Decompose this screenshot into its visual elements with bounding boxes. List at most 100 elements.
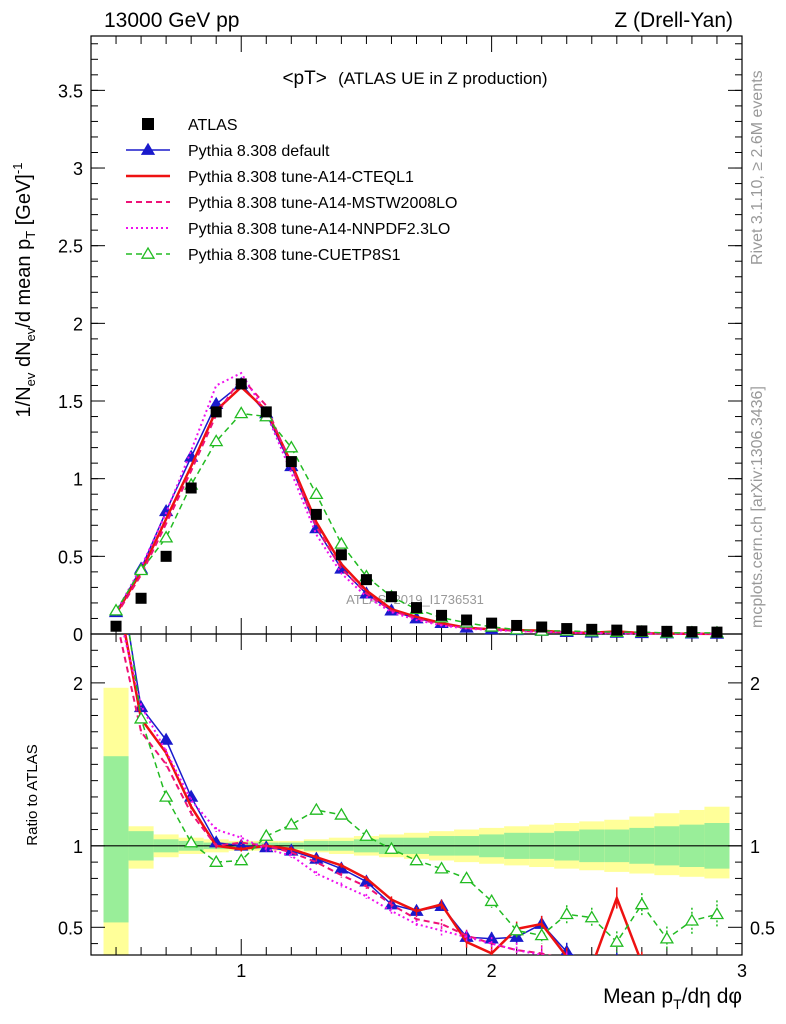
atlas-data-point [436,609,448,621]
atlas-data-point [661,625,673,637]
side-label-mcplots: mcplots.cern.ch [arXiv:1306.3436] [749,386,766,628]
legend: ATLAS Pythia 8.308 default Pythia 8.308 tu… [126,117,457,264]
main-ytick-label: 0 [73,625,83,645]
legend-marker-atlas [142,118,154,130]
y-label-sup: -1 [10,163,25,175]
y-label-sub-3: T [23,231,38,239]
ratio-lines [110,530,725,980]
atlas-data-point [486,617,498,629]
y-label-unit: [GeV] [13,174,35,231]
ratio-point-pythia-8-308-tune-cuetp8s1 [484,893,499,907]
ratio-point-pythia-8-308-tune-cuetp8s1 [184,835,199,848]
atlas-data-point [611,624,623,636]
ratio-point-pythia-8-308-default [110,547,122,557]
main-ytick-label: 2.5 [58,237,83,257]
atlas-data-point [511,619,523,631]
ratio-axis-ticks: 1 2 3 0.5 0.5 1 1 2 2 [58,634,775,981]
y-axis-label-main: 1/Nev dNev/d mean pT [GeV]-1 [10,163,38,418]
ratio-point-pythia-8-308-tune-cuetp8s1 [509,923,524,936]
main-point-pythia-8-308-tune-cuetp8s1 [108,603,124,616]
atlas-data-point [411,602,422,614]
ratio-ytick-label-left: 1 [73,837,83,857]
atlas-data-point [135,592,147,604]
main-ytick-label: 1 [73,470,83,490]
xtick-label: 2 [487,961,497,981]
ratio-point-pythia-8-308-tune-cuetp8s1 [584,910,599,923]
main-point-pythia-8-308-tune-cuetp8s1 [234,406,249,419]
ratio-line-pythia-8-308-tune-a14-cteql1 [123,634,641,955]
ratio-point-pythia-8-308-default [661,970,673,980]
ratio-point-pythia-8-308-default [611,957,623,967]
xtick-label: 3 [737,961,747,981]
y-label-part-1: 1/N [13,386,35,417]
plot-subtitle: (ATLAS UE in Z production) [338,69,547,88]
y-label-part-2: dN [13,341,35,372]
atlas-data-point [110,620,122,632]
ratio-point-pythia-8-308-tune-cuetp8s1 [158,789,174,802]
ratio-point-pythia-8-308-tune-cuetp8s1 [534,928,549,941]
ratio-uncertainty-bands [91,687,742,955]
x-label-part-1: Mean p [603,985,673,1008]
legend-label-pythia-8-308-tune-cuetp8s1: Pythia 8.308 tune-CUETP8S1 [188,247,401,264]
ratio-ytick-label-left: 0.5 [58,918,83,938]
ratio-point-pythia-8-308-tune-cuetp8s1 [384,841,399,854]
main-point-pythia-8-308-tune-cuetp8s1 [334,536,349,549]
ratio-line-pythia-8-308-tune-a14-mstw2008lo [118,634,552,955]
ratio-point-pythia-8-308-tune-cuetp8s1 [684,913,700,926]
x-label-part-2: /dη dφ [682,985,742,1008]
atlas-data-point [461,614,473,626]
ratio-point-pythia-8-308-tune-cuetp8s1 [133,711,149,724]
ratio-point-pythia-8-308-tune-cuetp8s1 [209,854,224,867]
main-ytick-label: 3 [73,159,83,179]
legend-marker-pythia-8-308-default [140,142,156,155]
header-right: Z (Drell-Yan) [614,9,733,32]
main-point-pythia-8-308-tune-cuetp8s1 [133,563,149,576]
ratio-line-pythia-8-308-tune-a14-nnpdf2-3lo [122,634,546,955]
ratio-ytick-label-right: 1 [750,837,760,857]
ratio-point-pythia-8-308-default [636,964,648,974]
y-axis-label-ratio: Ratio to ATLAS [24,744,41,845]
side-label-rivet: Rivet 3.1.10, ≥ 2.6M events [749,70,766,265]
plot-title: <pT> [282,68,326,89]
ratio-point-pythia-8-308-tune-cuetp8s1 [334,807,349,820]
ratio-point-pythia-8-308-default [158,732,174,745]
main-point-pythia-8-308-tune-cuetp8s1 [158,530,174,543]
atlas-data-point [636,625,648,637]
ratio-point-pythia-8-308-tune-cuetp8s1 [284,817,299,830]
main-ytick-label: 3.5 [58,81,83,101]
main-ytick-label: 1.5 [58,392,83,412]
ratio-point-pythia-8-308-tune-cuetp8s1 [234,853,249,866]
main-point-pythia-8-308-tune-cuetp8s1 [309,486,324,500]
atlas-data-point [260,406,272,418]
legend-label-pythia-8-308-tune-a14-cteql1: Pythia 8.308 tune-A14-CTEQL1 [188,169,414,186]
ratio-ytick-label-right: 2 [750,674,760,694]
ratio-point-pythia-8-308-tune-cuetp8s1 [110,530,122,540]
main-point-pythia-8-308-tune-cuetp8s1 [284,440,299,453]
y-label-sub-2: ev [23,327,38,341]
plot-title-line: <pT> (ATLAS UE in Z production) [282,68,547,89]
ratio-point-pythia-8-308-tune-cuetp8s1 [259,828,274,841]
main-series-group [108,371,725,639]
legend-marker-pythia-8-308-tune-cuetp8s1 [140,246,156,259]
atlas-data-point [536,621,548,633]
main-line-pythia-8-308-tune-a14-nnpdf2-3lo [115,371,717,635]
ratio-point-pythia-8-308-tune-cuetp8s1 [609,934,624,947]
ratio-point-pythia-8-308-tune-cuetp8s1 [359,828,374,841]
x-axis-label: Mean pT/dη dφ [603,985,742,1012]
atlas-data-point [561,623,573,635]
ratio-point-pythia-8-308-tune-cuetp8s1 [459,871,474,884]
ratio-point-pythia-8-308-tune-cuetp8s1 [559,906,574,920]
main-ytick-label: 2 [73,314,83,334]
atlas-data-point [310,508,322,520]
xtick-label: 1 [236,961,246,981]
y-label-part-3: /d mean p [13,239,35,328]
y-label-sub-1: ev [23,372,38,386]
atlas-data-point [360,574,372,586]
atlas-data-point [335,549,347,561]
main-axis-ticks: 0 0.5 1 1.5 2 2.5 3 3.5 [58,36,742,645]
ratio-point-pythia-8-308-tune-cuetp8s1 [409,853,424,866]
atlas-data-point [711,626,723,638]
ratio-series-group [110,530,725,980]
ratio-ytick-label-right: 0.5 [750,918,775,938]
